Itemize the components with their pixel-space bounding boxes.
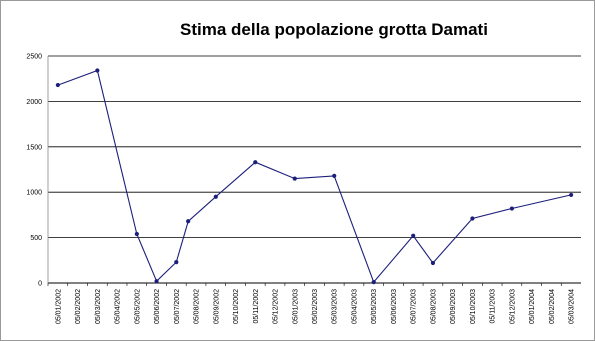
data-point xyxy=(154,279,159,284)
data-point xyxy=(95,68,100,73)
data-point xyxy=(332,173,337,178)
y-tick-label: 2500 xyxy=(26,54,42,61)
y-tick-label: 1500 xyxy=(26,144,42,151)
y-tick-label: 0 xyxy=(38,281,42,288)
x-tick-label: 05/06/2003 xyxy=(391,289,398,324)
data-point xyxy=(371,279,376,285)
x-tick-label: 05/02/2003 xyxy=(312,289,319,324)
y-tick-labels: 0 500 1000 1500 2000 2500 xyxy=(26,54,42,288)
x-tick-label: 05/07/2002 xyxy=(174,289,181,324)
data-point xyxy=(55,82,60,88)
data-points xyxy=(55,68,574,285)
series-polyline xyxy=(57,69,572,284)
x-tick-label: 05/01/2003 xyxy=(292,289,299,324)
data-point xyxy=(509,206,515,211)
x-tick-label: 05/04/2003 xyxy=(351,289,358,324)
x-tick-label: 05/05/2002 xyxy=(134,289,141,324)
data-point xyxy=(253,160,258,165)
data-point xyxy=(569,192,574,198)
y-tick-label: 2000 xyxy=(26,99,42,106)
x-tick-label: 05/09/2002 xyxy=(213,289,220,324)
data-point xyxy=(186,219,191,224)
x-tick-label: 05/12/2002 xyxy=(273,289,280,324)
x-tick-label: 05/04/2002 xyxy=(115,289,122,324)
data-point xyxy=(174,260,179,265)
x-tick-label: 05/03/2004 xyxy=(569,289,576,324)
x-tick-label: 05/05/2003 xyxy=(371,289,378,324)
data-point xyxy=(430,260,436,266)
gridlines xyxy=(47,55,581,284)
x-tick-label: 05/02/2004 xyxy=(549,289,556,324)
x-tick-label: 05/10/2002 xyxy=(233,289,240,324)
x-tick-label: 05/12/2003 xyxy=(509,289,516,324)
x-tick-label: 05/01/2002 xyxy=(55,289,62,324)
data-point xyxy=(470,216,475,221)
y-tick-label: 1000 xyxy=(26,190,42,197)
data-point xyxy=(292,176,297,181)
y-tick-label: 500 xyxy=(30,235,42,242)
data-point xyxy=(411,233,416,238)
x-tick-label: 05/07/2003 xyxy=(411,289,418,324)
data-point xyxy=(134,231,139,237)
series-line xyxy=(57,69,572,284)
x-tick-label: 05/11/2002 xyxy=(253,289,260,324)
x-tick-labels: 05/01/2002 05/02/2002 05/03/2002 05/04/2002… xyxy=(47,283,576,324)
chart-title: Stima della popolazione grotta Damati xyxy=(180,20,488,39)
x-tick-label: 05/01/2004 xyxy=(529,289,536,324)
x-tick-label: 05/06/2002 xyxy=(154,289,161,324)
x-tick-label: 05/03/2003 xyxy=(332,289,339,324)
x-tick-label: 05/11/2003 xyxy=(490,289,497,324)
x-tick-label: 05/03/2002 xyxy=(95,289,102,324)
x-tick-label: 05/09/2003 xyxy=(450,289,457,324)
x-tick-label: 05/10/2003 xyxy=(470,289,477,324)
x-tick-label: 05/08/2003 xyxy=(430,289,437,324)
x-tick-label: 05/02/2002 xyxy=(75,289,82,324)
x-tick-label: 05/08/2002 xyxy=(194,289,201,324)
data-point xyxy=(213,194,218,199)
